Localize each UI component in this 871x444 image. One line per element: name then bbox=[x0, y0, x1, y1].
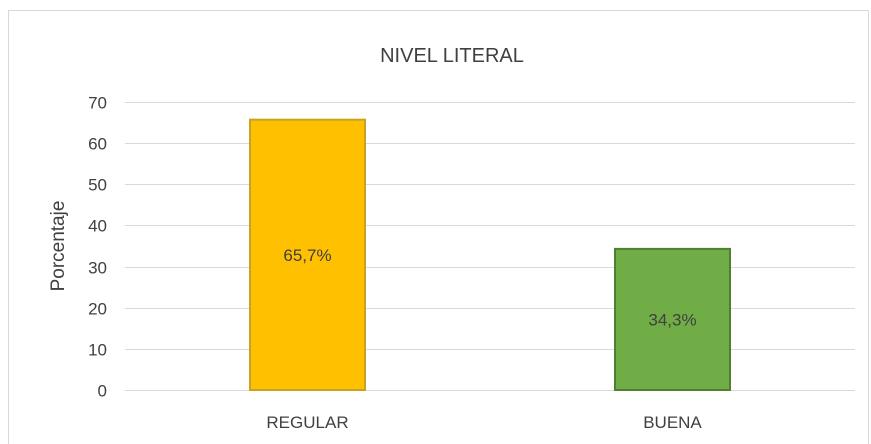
y-tick-label: 50 bbox=[88, 176, 107, 195]
y-tick-label: 10 bbox=[88, 341, 107, 360]
bars: 65,7% 34,3% bbox=[249, 118, 731, 391]
y-axis-ticks: 0 10 20 30 40 50 60 70 bbox=[88, 94, 107, 401]
y-tick-label: 60 bbox=[88, 135, 107, 154]
y-tick-label: 20 bbox=[88, 300, 107, 319]
x-tick-label-buena: BUENA bbox=[643, 413, 702, 432]
data-label-regular: 65,7% bbox=[283, 246, 331, 265]
chart-title: NIVEL LITERAL bbox=[380, 45, 524, 67]
bar-regular bbox=[249, 118, 366, 391]
y-tick-label: 30 bbox=[88, 259, 107, 278]
chart-frame bbox=[8, 10, 869, 444]
y-axis-label: Porcentaje bbox=[48, 201, 69, 292]
gridlines bbox=[125, 102, 855, 391]
y-tick-label: 40 bbox=[88, 217, 107, 236]
y-tick-label: 0 bbox=[98, 382, 107, 401]
y-tick-label: 70 bbox=[88, 94, 107, 113]
x-tick-label-regular: REGULAR bbox=[266, 413, 348, 432]
x-axis-ticks: REGULAR BUENA bbox=[266, 413, 702, 432]
data-label-buena: 34,3% bbox=[648, 310, 696, 329]
bar-buena bbox=[614, 247, 731, 391]
